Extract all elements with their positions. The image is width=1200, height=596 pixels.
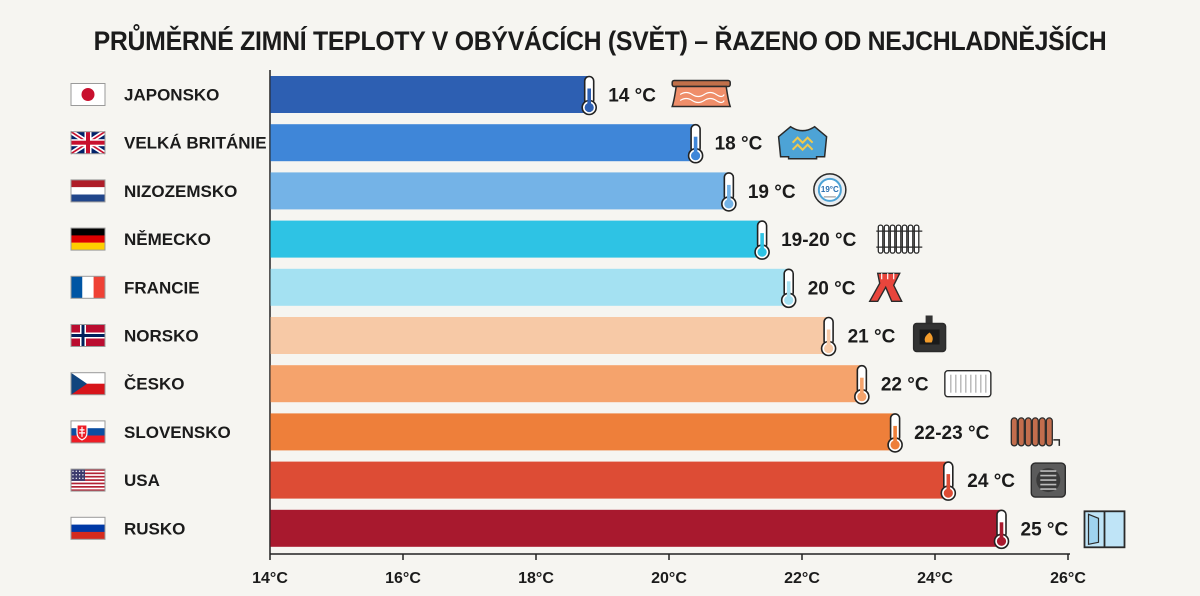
value-label: 22-23 °C	[914, 423, 989, 444]
bar	[270, 172, 730, 210]
bar	[270, 413, 896, 451]
thermometer-icon	[820, 316, 837, 357]
flag-united-kingdom-icon	[69, 129, 107, 156]
bar	[270, 509, 1002, 547]
flag-france-icon	[70, 275, 106, 299]
x-tick-label: 16°C	[385, 570, 421, 587]
bar	[270, 461, 949, 499]
x-tick-label: 14°C	[252, 570, 288, 587]
thermometer-icon	[754, 220, 770, 260]
thermometer-icon	[940, 461, 957, 501]
thermometer-icon	[854, 364, 870, 405]
bar-row: ČESKO 22 °C	[70, 364, 992, 405]
thermostat-icon: 19°C	[813, 173, 847, 207]
bar-row: VELKÁ BRITÁNIE 18 °C	[69, 123, 828, 164]
flag-japan-icon	[70, 83, 106, 106]
x-tick-label: 20°C	[651, 570, 687, 587]
flag-czechia-icon	[70, 372, 106, 396]
flag-usa-icon	[70, 468, 106, 492]
air-vent-icon	[1030, 462, 1067, 498]
thermometer-icon	[687, 123, 704, 164]
category-label: NORSKO	[124, 327, 199, 346]
x-tick-label: 18°C	[518, 570, 554, 587]
flag-netherlands-icon	[70, 179, 106, 203]
flag-slovakia-icon	[70, 420, 106, 444]
value-label: 19 °C	[748, 182, 796, 203]
bar-row: NIZOZEMSKO 19 °C 19°C	[70, 172, 847, 212]
thermometer-icon	[581, 75, 598, 116]
chart-title: PRŮMĚRNÉ ZIMNÍ TEPLOTY V OBÝVÁCÍCH (SVĚT…	[93, 26, 1107, 56]
value-label: 22 °C	[881, 375, 929, 396]
thermostat-display: 19°C	[821, 185, 839, 194]
value-label: 14 °C	[608, 86, 656, 107]
flag-russia-icon	[70, 516, 106, 540]
category-label: ČESKO	[124, 375, 184, 394]
category-label: NIZOZEMSKO	[124, 182, 237, 201]
bar-row: SLOVENSKO 22-23 °C	[70, 413, 1061, 453]
bar	[270, 317, 830, 354]
category-label: JAPONSKO	[124, 86, 219, 105]
thermometer-icon	[993, 509, 1010, 550]
bar	[270, 365, 863, 403]
value-label: 18 °C	[715, 134, 763, 155]
wood-stove-icon	[912, 315, 947, 353]
category-label: FRANCIE	[124, 278, 200, 297]
bar	[270, 124, 697, 162]
flag-germany-icon	[70, 227, 106, 251]
bar	[270, 268, 790, 306]
bar-row: JAPONSKO 14 °C	[70, 75, 732, 116]
sweater-icon	[777, 125, 828, 160]
thermometer-icon	[721, 172, 737, 212]
value-label: 25 °C	[1021, 519, 1069, 540]
value-label: 24 °C	[967, 471, 1015, 492]
x-tick-label: 22°C	[784, 570, 820, 587]
x-tick-label: 24°C	[917, 570, 953, 587]
bar-row: USA 24 °C	[70, 461, 1067, 501]
bar-row: FRANCIE 20 °C	[70, 268, 903, 309]
category-label: NĚMECKO	[124, 230, 211, 249]
flag-norway-icon	[70, 324, 106, 347]
window-icon	[1083, 510, 1126, 549]
value-label: 21 °C	[848, 327, 896, 348]
bar	[270, 220, 763, 258]
cast-iron-radiator-icon	[1010, 417, 1061, 447]
scarf-icon	[868, 272, 903, 302]
thermometer-icon	[780, 268, 797, 309]
bar	[270, 76, 590, 113]
x-tick-label: 26°C	[1050, 570, 1086, 587]
bar-row: RUSKO 25 °C	[70, 509, 1126, 550]
category-label: SLOVENSKO	[124, 423, 231, 442]
panel-radiator-icon	[944, 370, 992, 398]
kotatsu-icon	[671, 79, 732, 108]
category-label: VELKÁ BRITÁNIE	[124, 134, 267, 153]
value-label: 19-20 °C	[781, 230, 856, 251]
thermometer-icon	[887, 413, 903, 453]
radiator-icon	[876, 224, 923, 254]
category-label: RUSKO	[124, 519, 185, 538]
bar-row: NĚMECKO 19-20 °C	[70, 220, 923, 260]
category-label: USA	[124, 471, 160, 490]
bar-row: NORSKO 21 °C	[70, 315, 947, 357]
value-label: 20 °C	[808, 278, 856, 299]
